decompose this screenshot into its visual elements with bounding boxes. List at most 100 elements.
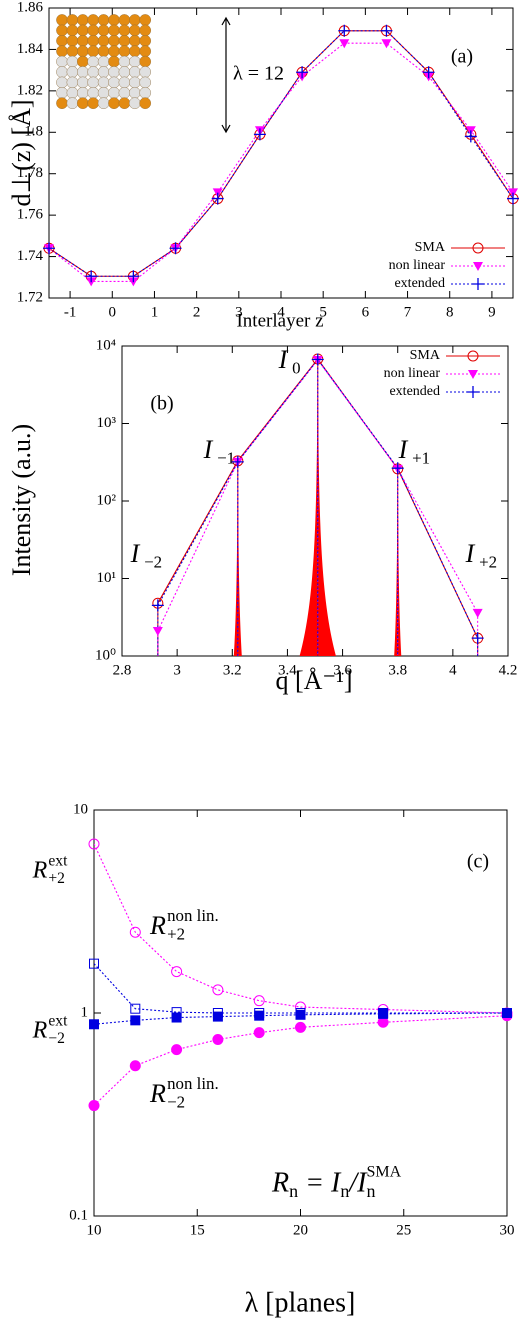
atom [97,66,110,78]
legend-marker [467,350,479,362]
y-axis-label: d⊥(z) [Å] [7,99,36,206]
y-axis-label: Intensity (a.u.) [7,424,36,576]
atom [66,35,79,47]
formula-part: R [271,1167,289,1198]
x-tick-label: 0 [109,304,117,320]
annotation-sub: −1 [217,449,235,468]
x-axis-label: Interlayer z [236,310,323,331]
marker [253,1027,265,1039]
x-tick-label: 2 [193,304,201,320]
atom [108,76,120,89]
marker [295,1009,306,1020]
atom [108,55,120,68]
marker [211,192,224,205]
atom [97,55,110,68]
legend-label: non linear [384,366,441,381]
x-tick-label: 2.8 [113,662,132,678]
marker [507,192,519,205]
atom [128,66,141,78]
atom [139,35,151,47]
marker [89,958,99,969]
formula-part: n [366,1181,375,1201]
atom [118,66,131,78]
marker [129,1060,141,1072]
atom [77,35,89,47]
x-tick-label: 25 [396,1222,411,1238]
annotation-sub: 0 [292,359,300,378]
marker [472,608,483,618]
marker [130,1003,141,1014]
marker [43,242,55,255]
atom [56,76,68,89]
atom [87,97,99,109]
annotation-sub: +2 [167,925,185,944]
annotation-sub: +2 [479,553,497,572]
formula-part: SMA [366,1164,401,1181]
marker [89,1019,99,1030]
marker [391,462,404,475]
atom [66,87,79,99]
atom [108,66,120,78]
marker [380,24,393,37]
y-tick-label: 10⁴ [96,337,116,353]
panel-label: (c) [467,851,489,873]
atom [87,24,99,37]
marker [339,39,350,49]
atom [139,14,151,26]
x-tick-label: 5 [319,304,327,320]
annotation-sub: −2 [167,1093,185,1112]
series-line [94,1015,507,1106]
atom [128,55,141,68]
atom [66,45,79,58]
y-tick-label: 1.8 [24,124,43,140]
atom [56,66,68,78]
annotation: R [32,1018,48,1044]
atom [97,35,110,47]
atom [97,24,110,37]
legend-label: SMA [410,348,441,363]
atom [118,35,131,47]
atom [77,97,89,109]
annotation-sub: +2 [48,870,65,887]
atom [128,24,141,37]
x-tick-label: 15 [190,1222,205,1238]
annotation: I [203,435,214,464]
x-tick-label: 3.8 [388,662,407,678]
marker [253,995,265,1007]
y-tick-label: 10⁰ [95,647,116,663]
atom [77,87,89,99]
annotation: R [149,1079,166,1108]
atom [87,87,99,99]
x-tick-label: 1 [151,304,159,320]
y-tick-label: 1.82 [17,82,43,98]
y-tick-label: 1.78 [17,165,43,181]
formula-part: /I [347,1167,368,1198]
series-line [157,358,479,639]
y-tick-label: 1.86 [17,0,44,15]
y-tick-label: 1.74 [17,248,44,264]
atom [97,97,110,109]
atom [56,45,68,58]
x-tick-label: 3.2 [223,662,242,678]
x-axis-label: q [Å⁻¹] [275,666,352,695]
atom [66,55,79,68]
atom [118,45,131,58]
atom [108,14,120,26]
x-tick-label: 3 [235,304,243,320]
x-tick-label: 8 [446,304,454,320]
series-line [94,843,507,1014]
atom [139,45,151,58]
atom [56,24,68,37]
marker [212,1034,224,1046]
x-tick-label: -1 [64,304,77,320]
marker [127,270,140,283]
annotation-sub: +1 [412,449,430,468]
y-tick-label: 10² [97,492,117,508]
legend-label: non linear [389,258,446,273]
atom [66,66,79,78]
plot-area [94,843,507,1106]
plot-area [49,30,513,282]
atom [108,35,120,47]
atom [56,55,68,68]
